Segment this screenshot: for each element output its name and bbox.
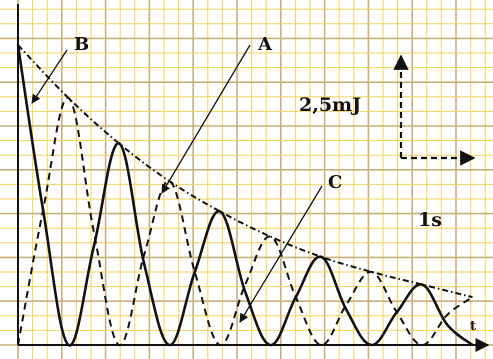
annotations: A B C 2,5mJ 1s	[31, 34, 476, 323]
curve-label-b: B	[74, 34, 89, 55]
curve-label-a: A	[257, 34, 273, 55]
series-c-line	[17, 97, 474, 347]
curve-label-c: C	[328, 172, 342, 193]
series-a-line	[17, 44, 473, 299]
pointer-a	[161, 44, 251, 194]
x-axis-label: t	[470, 319, 476, 334]
scale-vertical-label: 2,5mJ	[299, 94, 361, 116]
pointer-b	[31, 49, 68, 104]
series-b-line	[16, 44, 474, 347]
series-layer	[16, 44, 474, 347]
axes: t	[17, 4, 490, 352]
scale-horizontal-label: 1s	[418, 209, 442, 231]
pointer-c	[239, 185, 323, 323]
